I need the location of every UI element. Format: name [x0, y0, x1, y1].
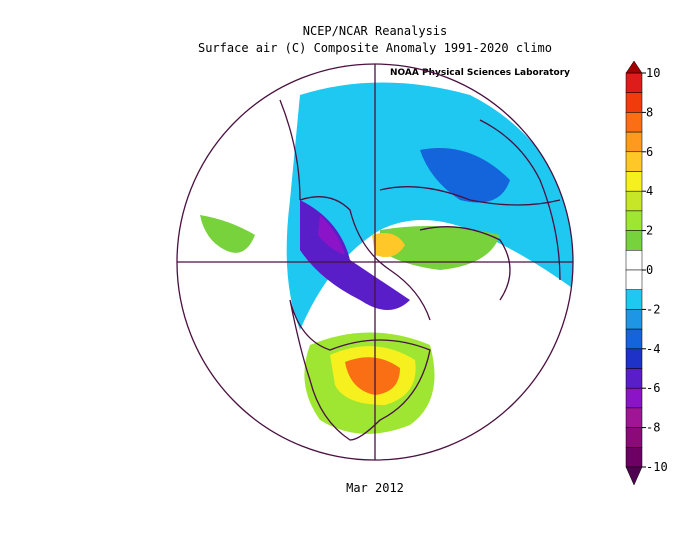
colorbar-segment	[625, 387, 643, 409]
colorbar-segment	[625, 92, 643, 113]
colorbar-segment	[625, 348, 643, 369]
colorbar-tick-label: -10	[646, 460, 668, 474]
date-label: Mar 2012	[346, 481, 404, 495]
colorbar-segment	[625, 427, 643, 448]
colorbar-tick-label: 4	[646, 184, 653, 198]
map-outline	[176, 63, 574, 461]
colorbar-segment	[625, 328, 643, 350]
colorbar-segment	[625, 190, 643, 212]
colorbar-segment	[625, 289, 643, 310]
colorbar-segment	[625, 309, 643, 330]
colorbar-tick-label: -8	[646, 421, 660, 435]
colorbar-tick-label: -4	[646, 342, 660, 356]
colorbar-tick-label: 6	[646, 145, 653, 159]
colorbar-tick-label: 8	[646, 105, 653, 119]
colorbar-segment	[625, 171, 643, 192]
colorbar-tick-label: 10	[646, 66, 660, 80]
colorbar-segment	[625, 250, 643, 271]
colorbar-segment	[625, 151, 643, 172]
colorbar-segment	[625, 230, 643, 251]
anomaly-field	[200, 82, 573, 434]
colorbar-segment	[625, 210, 643, 231]
colorbar-segment	[625, 72, 643, 93]
colorbar-segment	[625, 131, 643, 153]
colorbar-segment	[625, 112, 643, 133]
credit: NOAA Physical Sciences Laboratory	[390, 68, 570, 78]
colorbar-tick-label: 0	[646, 263, 653, 277]
colorbar-over	[625, 60, 643, 74]
title: NCEP/NCAR Reanalysis	[303, 24, 448, 38]
colorbar-segment	[625, 407, 643, 428]
colorbar-under	[625, 466, 643, 486]
colorbar-segment	[625, 447, 643, 468]
colorbar-segment	[625, 269, 643, 290]
subtitle: Surface air (C) Composite Anomaly 1991-2…	[198, 41, 552, 55]
colorbar-segment	[625, 368, 643, 389]
colorbar-tick-label: 2	[646, 224, 653, 238]
colorbar-tick-label: -6	[646, 381, 660, 395]
colorbar-tick-label: -2	[646, 302, 660, 316]
